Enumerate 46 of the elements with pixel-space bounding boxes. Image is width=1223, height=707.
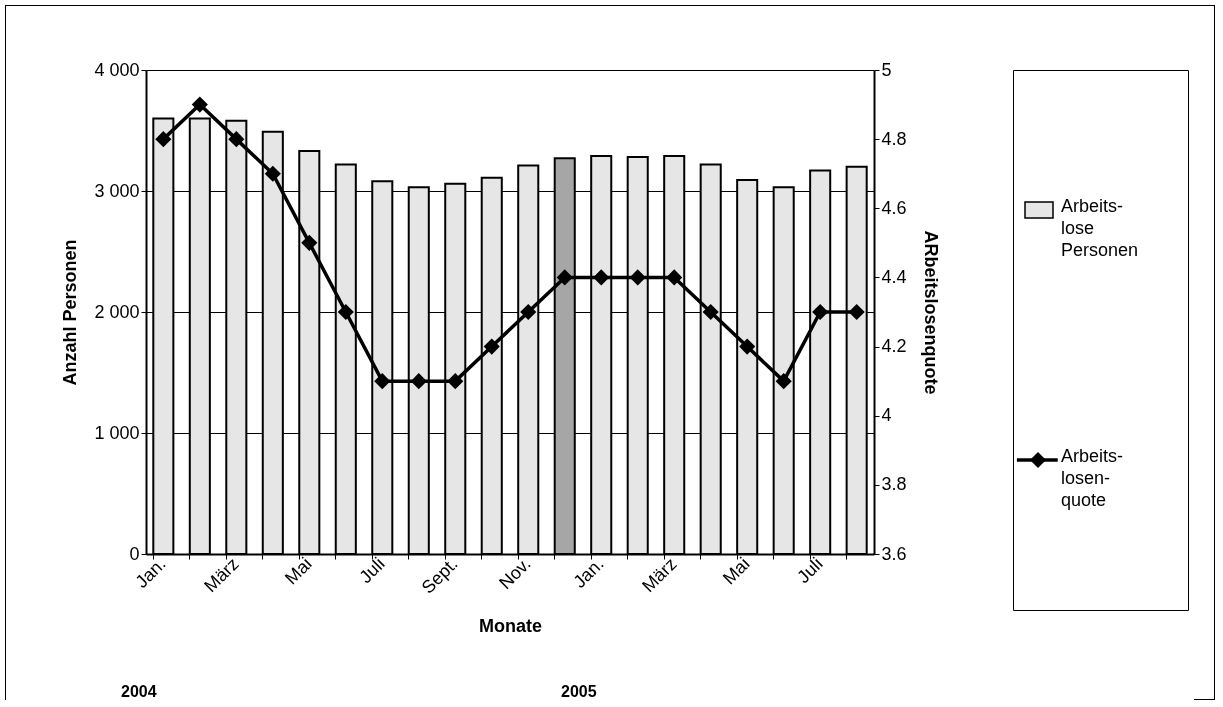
- text: 2004: [121, 683, 157, 700]
- y2-tick-label: 3.6: [881, 543, 907, 564]
- x-tick-label: Juli: [793, 553, 827, 587]
- point: [848, 303, 865, 321]
- point: [191, 96, 208, 113]
- point: [264, 165, 281, 182]
- y2-tick-label: 4: [881, 405, 892, 426]
- legend-label: Arbeits- losen- quote: [1061, 446, 1124, 510]
- point: [629, 269, 646, 286]
- y-tick-label: 3 000: [94, 180, 140, 201]
- point: [374, 373, 391, 390]
- point: [702, 303, 719, 321]
- y-tick-label: 2 000: [94, 301, 140, 322]
- point: [520, 303, 537, 321]
- x-tick-label: Nov.: [495, 553, 535, 594]
- point: [410, 373, 427, 390]
- x-axis-title: Monate: [479, 615, 542, 636]
- y-tick-label: 4 000: [94, 59, 140, 80]
- y2-tick-label: 4.2: [881, 336, 907, 357]
- text: 2005: [561, 683, 597, 700]
- y-axis-title: Anzahl Personen: [60, 239, 81, 386]
- point: [593, 269, 610, 286]
- point: [228, 131, 245, 148]
- y2-tick-label: 4.6: [881, 197, 907, 218]
- point: [155, 131, 172, 148]
- x-tick-label: Mai: [718, 553, 754, 589]
- y2-axis-title: ARbeitslosenquote: [920, 230, 941, 395]
- y2-tick-label: 4.8: [881, 128, 907, 149]
- x-tick-label: Juli: [355, 553, 389, 587]
- y-tick-label: 0: [129, 543, 140, 564]
- point: [666, 269, 683, 286]
- point: [556, 269, 573, 286]
- point: [739, 338, 756, 355]
- x-tick-label: Jan.: [569, 553, 608, 592]
- y2-tick-label: 5: [881, 59, 892, 80]
- x-tick-label: Mai: [281, 553, 316, 589]
- point: [337, 303, 354, 321]
- point: [812, 303, 829, 321]
- y2-tick-label: 4.4: [881, 266, 907, 287]
- point: [775, 373, 792, 390]
- y-tick-label: 1 000: [94, 422, 140, 443]
- y2-tick-label: 3.8: [881, 474, 907, 495]
- point: [301, 234, 318, 251]
- point: [483, 338, 500, 355]
- legend-label: Arbeits- lose Personen: [1061, 196, 1139, 260]
- point: [447, 373, 464, 390]
